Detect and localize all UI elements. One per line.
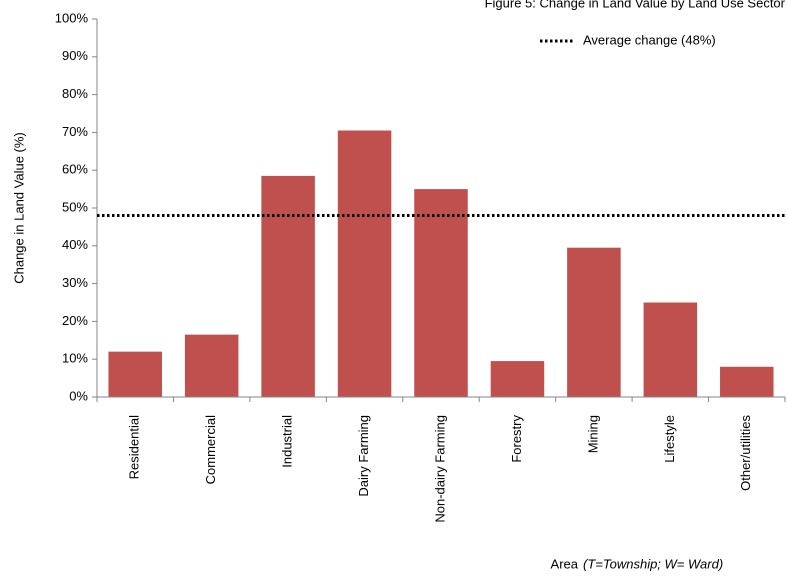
y-tick-label: 10%	[62, 351, 88, 366]
y-tick-label: 0%	[69, 388, 88, 403]
y-tick-label: 90%	[62, 48, 88, 63]
x-tick-label: Industrial	[280, 415, 295, 468]
y-tick-label: 20%	[62, 313, 88, 328]
x-tick-label: Mining	[585, 415, 600, 453]
y-tick-label: 40%	[62, 237, 88, 252]
x-tick-label: Residential	[127, 415, 142, 479]
y-tick-label: 50%	[62, 199, 88, 214]
y-tick-label: 70%	[62, 124, 88, 139]
bar	[490, 361, 545, 397]
bar	[720, 366, 774, 397]
legend-label: Average change (48%)	[583, 32, 716, 47]
y-tick-label: 100%	[55, 10, 89, 25]
x-tick-label: Lifestyle	[662, 415, 677, 463]
bar	[567, 247, 621, 397]
x-tick-label: Non-dairy Farming	[432, 415, 447, 523]
chart-title: Figure 5: Change in Land Value by Land U…	[485, 0, 786, 10]
bar	[261, 175, 315, 397]
bar	[184, 334, 239, 397]
x-tick-label: Dairy Farming	[356, 415, 371, 497]
y-tick-label: 30%	[62, 275, 88, 290]
x-axis-title-note: (T=Township; W= Ward)	[583, 556, 723, 571]
x-tick-label: Forestry	[509, 415, 524, 463]
y-tick-label: 60%	[62, 162, 88, 177]
bar	[337, 130, 392, 397]
x-axis-title: Area	[551, 556, 579, 571]
y-axis-title: Change in Land Value (%)	[11, 132, 26, 284]
bar	[643, 302, 698, 397]
bar	[108, 351, 162, 397]
bar	[414, 189, 468, 397]
y-tick-label: 80%	[62, 86, 88, 101]
x-tick-label: Commercial	[203, 415, 218, 484]
x-tick-label: Other/utilities	[738, 415, 753, 491]
